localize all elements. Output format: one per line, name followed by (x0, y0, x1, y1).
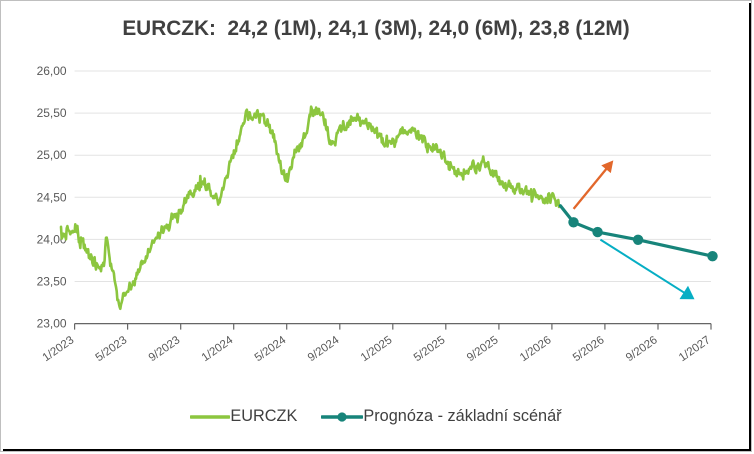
svg-text:1/2027: 1/2027 (677, 334, 713, 364)
svg-text:1/2025: 1/2025 (359, 334, 395, 364)
svg-text:5/2025: 5/2025 (412, 334, 448, 364)
svg-text:1/2026: 1/2026 (518, 334, 554, 364)
svg-text:26,00: 26,00 (37, 64, 67, 78)
svg-text:25,50: 25,50 (37, 106, 67, 120)
svg-text:23,00: 23,00 (37, 317, 67, 331)
svg-text:23,50: 23,50 (37, 275, 67, 289)
svg-text:9/2026: 9/2026 (624, 334, 660, 364)
svg-text:25,00: 25,00 (37, 148, 67, 162)
svg-text:24,50: 24,50 (37, 190, 67, 204)
svg-text:5/2026: 5/2026 (571, 334, 607, 364)
svg-text:5/2023: 5/2023 (94, 334, 130, 364)
svg-text:9/2024: 9/2024 (306, 334, 342, 364)
svg-text:1/2024: 1/2024 (200, 334, 236, 364)
svg-text:1/2023: 1/2023 (41, 334, 77, 364)
svg-text:9/2023: 9/2023 (147, 334, 183, 364)
svg-text:5/2024: 5/2024 (253, 334, 289, 364)
svg-text:9/2025: 9/2025 (465, 334, 501, 364)
